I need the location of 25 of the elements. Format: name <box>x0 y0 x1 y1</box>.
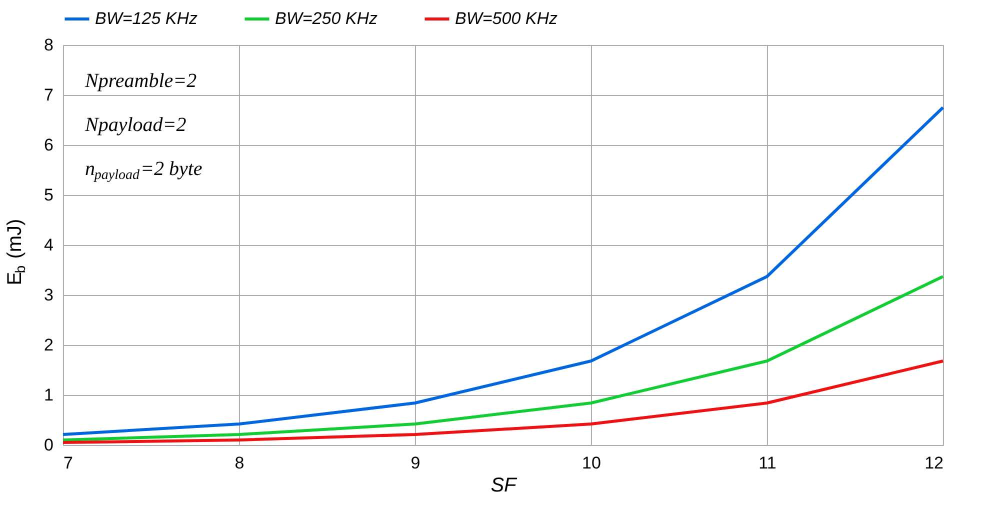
y-tick-label: 3 <box>44 286 54 304</box>
annotation: Npayload=2 <box>84 114 186 136</box>
x-axis-title: SF <box>490 474 518 496</box>
legend-label: BW=250 KHz <box>275 9 378 28</box>
line-series <box>62 275 944 442</box>
line-series <box>62 360 944 444</box>
legend-label: BW=125 KHz <box>95 9 198 28</box>
x-tick-label: 10 <box>582 454 601 472</box>
line-series <box>62 106 944 436</box>
x-tick-label: 8 <box>234 454 244 472</box>
y-axis-title: Eb (mJ) <box>4 218 28 286</box>
x-tick-label: 12 <box>924 454 944 472</box>
y-tick-label: 5 <box>44 186 54 204</box>
x-tick-label: 7 <box>64 454 73 472</box>
legend-label: BW=500 KHz <box>455 9 558 28</box>
x-tick-label: 9 <box>410 454 420 472</box>
x-tick-label: 11 <box>758 454 776 472</box>
y-tick-label: 6 <box>44 136 54 154</box>
y-tick-label: 7 <box>44 86 54 104</box>
y-tick-label: 2 <box>44 336 54 354</box>
y-tick-label: 4 <box>44 236 54 254</box>
annotation: Npreamble=2 <box>84 70 197 92</box>
y-tick-label: 8 <box>44 36 54 54</box>
y-tick-label: 0 <box>44 436 54 454</box>
y-tick-label: 1 <box>44 386 54 404</box>
